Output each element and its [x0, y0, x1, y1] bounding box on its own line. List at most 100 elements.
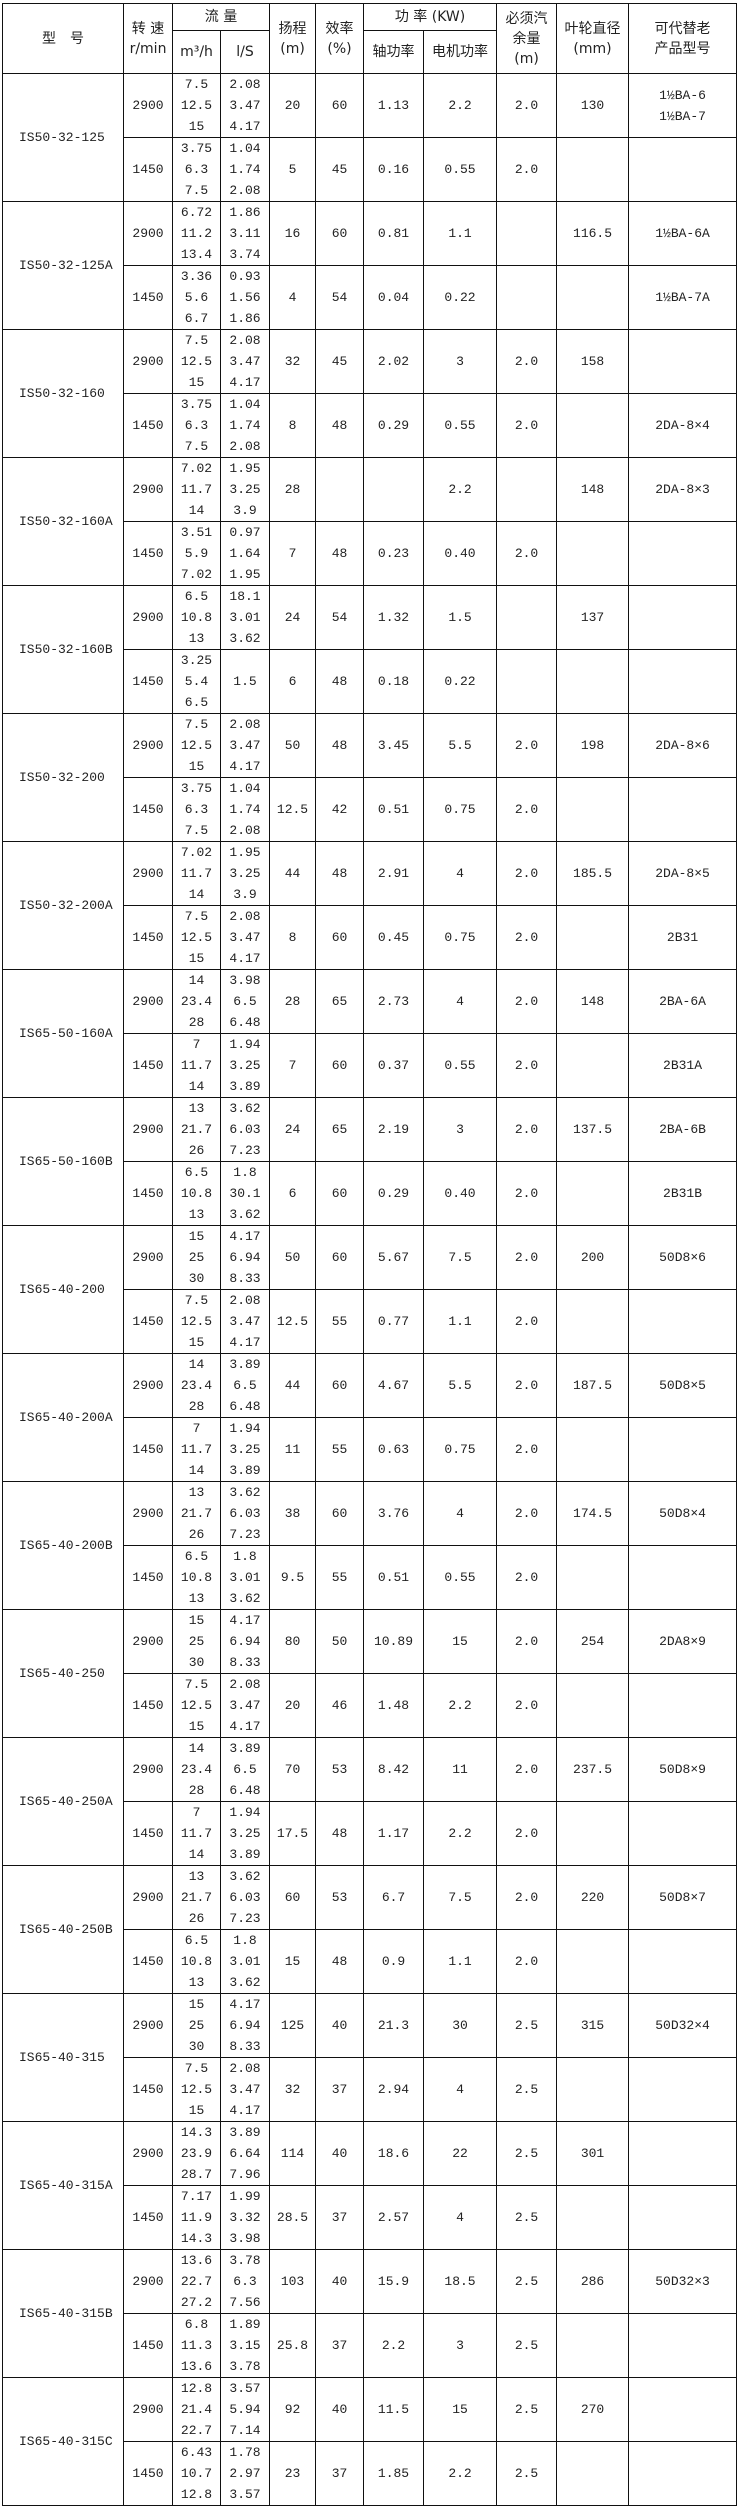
npsh-cell: 2.0	[496, 1097, 558, 1162]
flow-ls-cell: 1.89 3.15 3.78	[219, 2313, 271, 2378]
flow-ls-cell: 1.86 3.11 3.74	[219, 201, 271, 266]
speed-cell: 2900	[123, 2377, 173, 2442]
flow-m3h-cell: 13 21.7 26	[172, 1097, 221, 1162]
replace-model-cell	[628, 1417, 737, 1482]
table-row: IS65-40-315A 2900 14.3 23.9 28.7 3.89 6.64 7.96…	[2, 2121, 737, 2250]
speed-cell: 2900	[123, 2121, 173, 2186]
npsh-cell: 2.5	[496, 2441, 558, 2506]
flow-m3h-cell: 15 25 30	[172, 1225, 221, 1290]
flow-m3h-cell: 7.5 12.5 15	[172, 713, 221, 778]
efficiency-cell: 55	[315, 1417, 365, 1482]
table-row: IS50-32-200A 2900 7.02 11.7 14 1.95 3.25 3.9 44 4…	[2, 841, 737, 970]
impeller-diameter-cell	[556, 2057, 630, 2122]
shaft-power-cell: 0.51	[363, 1545, 425, 1610]
table-row: IS65-40-200B 2900 13 21.7 26 3.62 6.03 7.23 38 60…	[2, 1481, 737, 1610]
replace-model-cell	[628, 2377, 737, 2442]
head-cell: 15	[269, 1929, 317, 1994]
head-cell: 80	[269, 1609, 317, 1674]
efficiency-cell: 65	[315, 969, 365, 1034]
header-shaft-power: 轴功率	[363, 30, 425, 74]
speed-cell: 1450	[123, 1801, 173, 1866]
shaft-power-cell: 2.57	[363, 2185, 425, 2250]
speed-cell: 1450	[123, 2313, 173, 2378]
flow-ls-cell: 18.1 3.01 3.62	[219, 585, 271, 650]
model-cell: IS65-40-315	[2, 1993, 124, 2122]
model-cell: IS65-40-200B	[2, 1481, 124, 1610]
speed-cell: 1450	[123, 1033, 173, 1098]
speed-cell: 1450	[123, 2185, 173, 2250]
motor-power-cell: 0.40	[423, 1161, 498, 1226]
table-row: 1450 6.8 11.3 13.6 1.89 3.15 3.78 25.8 37 2.2 3 2.5	[3, 2313, 737, 2378]
flow-m3h-cell: 3.36 5.6 6.7	[172, 265, 221, 330]
replace-model-cell	[628, 777, 737, 842]
shaft-power-cell: 2.91	[363, 841, 425, 906]
pump-spec-table: 型 号 转 速 r/min 流 量 扬程 (m) 效率 (%) 功 率 (KW) 必须…	[2, 3, 737, 2506]
head-cell: 12.5	[269, 1289, 317, 1354]
efficiency-cell: 54	[315, 585, 365, 650]
model-cell: IS65-40-250	[2, 1609, 124, 1738]
model-cell: IS50-32-125A	[2, 201, 124, 330]
head-cell: 38	[269, 1481, 317, 1546]
head-cell: 20	[269, 73, 317, 138]
flow-m3h-cell: 7.02 11.7 14	[172, 457, 221, 522]
replace-model-cell	[628, 1801, 737, 1866]
flow-ls-cell: 1.99 3.32 3.98	[219, 2185, 271, 2250]
efficiency-cell: 42	[315, 777, 365, 842]
table-row: 1450 3.75 6.3 7.5 1.04 1.74 2.08 12.5 42 0.51 0.75…	[3, 777, 737, 842]
efficiency-cell: 60	[315, 1225, 365, 1290]
table-row: 1450 6.43 10.7 12.8 1.78 2.97 3.57 23 37 1.85 2.2 2…	[3, 2441, 737, 2506]
replace-model-cell	[628, 649, 737, 714]
motor-power-cell: 4	[423, 2057, 498, 2122]
motor-power-cell: 1.1	[423, 1929, 498, 1994]
impeller-diameter-cell: 301	[556, 2121, 630, 2186]
shaft-power-cell: 0.45	[363, 905, 425, 970]
npsh-cell: 2.5	[496, 2313, 558, 2378]
npsh-cell: 2.0	[496, 841, 558, 906]
efficiency-cell: 60	[315, 1161, 365, 1226]
shaft-power-cell: 0.63	[363, 1417, 425, 1482]
model-cell: IS65-40-250B	[2, 1865, 124, 1994]
speed-cell: 1450	[123, 393, 173, 458]
flow-ls-cell: 3.89 6.5 6.48	[219, 1353, 271, 1418]
model-cell: IS65-50-160B	[2, 1097, 124, 1226]
flow-ls-cell: 0.97 1.64 1.95	[219, 521, 271, 586]
motor-power-cell: 11	[423, 1737, 498, 1802]
npsh-cell: 2.0	[496, 1609, 558, 1674]
table-row: IS50-32-160B 2900 6.5 10.8 13 18.1 3.01 3.62 24 5…	[2, 585, 737, 714]
shaft-power-cell: 0.37	[363, 1033, 425, 1098]
flow-ls-cell: 3.78 6.3 7.56	[219, 2249, 271, 2314]
motor-power-cell: 0.75	[423, 777, 498, 842]
flow-ls-cell: 3.62 6.03 7.23	[219, 1097, 271, 1162]
npsh-cell: 2.0	[496, 713, 558, 778]
flow-ls-cell: 1.94 3.25 3.89	[219, 1801, 271, 1866]
shaft-power-cell: 1.85	[363, 2441, 425, 2506]
replace-model-cell	[628, 137, 737, 202]
motor-power-cell: 7.5	[423, 1225, 498, 1290]
efficiency-cell	[315, 457, 365, 522]
shaft-power-cell: 0.29	[363, 393, 425, 458]
speed-cell: 1450	[123, 521, 173, 586]
motor-power-cell: 0.55	[423, 137, 498, 202]
efficiency-cell: 48	[315, 521, 365, 586]
motor-power-cell: 22	[423, 2121, 498, 2186]
npsh-cell: 2.0	[496, 1673, 558, 1738]
head-cell: 44	[269, 841, 317, 906]
flow-m3h-cell: 6.72 11.2 13.4	[172, 201, 221, 266]
speed-cell: 2900	[123, 1865, 173, 1930]
motor-power-cell: 4	[423, 969, 498, 1034]
shaft-power-cell: 1.13	[363, 73, 425, 138]
motor-power-cell: 2.2	[423, 1801, 498, 1866]
flow-ls-cell: 4.17 6.94 8.33	[219, 1609, 271, 1674]
efficiency-cell: 37	[315, 2057, 365, 2122]
model-cell: IS65-40-200A	[2, 1353, 124, 1482]
motor-power-cell: 3	[423, 1097, 498, 1162]
head-cell: 114	[269, 2121, 317, 2186]
impeller-diameter-cell: 237.5	[556, 1737, 630, 1802]
shaft-power-cell: 0.23	[363, 521, 425, 586]
motor-power-cell: 7.5	[423, 1865, 498, 1930]
table-row: IS65-40-315 2900 15 25 30 4.17 6.94 8.33 125 40 21…	[2, 1993, 737, 2122]
motor-power-cell: 0.75	[423, 905, 498, 970]
efficiency-cell: 40	[315, 1993, 365, 2058]
replace-model-cell	[628, 1673, 737, 1738]
replace-model-cell	[628, 521, 737, 586]
